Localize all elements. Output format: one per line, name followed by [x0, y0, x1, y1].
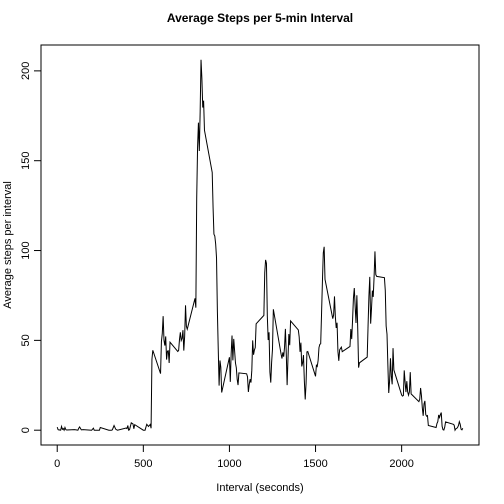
y-axis-label: Average steps per interval	[2, 181, 14, 309]
y-tick-label: 200	[20, 62, 32, 80]
y-tick-label: 50	[20, 334, 32, 346]
x-tick-label: 2000	[389, 458, 413, 470]
x-tick-label: 1000	[217, 458, 241, 470]
x-tick-label: 0	[54, 458, 60, 470]
chart-title: Average Steps per 5-min Interval	[167, 11, 353, 25]
y-tick-label: 150	[20, 152, 32, 170]
y-tick-label: 0	[20, 427, 32, 433]
y-tick-label: 100	[20, 241, 32, 259]
data-line	[56, 59, 464, 432]
x-axis-label: Interval (seconds)	[216, 482, 303, 494]
x-tick-label: 1500	[303, 458, 327, 470]
x-tick-label: 500	[134, 458, 152, 470]
